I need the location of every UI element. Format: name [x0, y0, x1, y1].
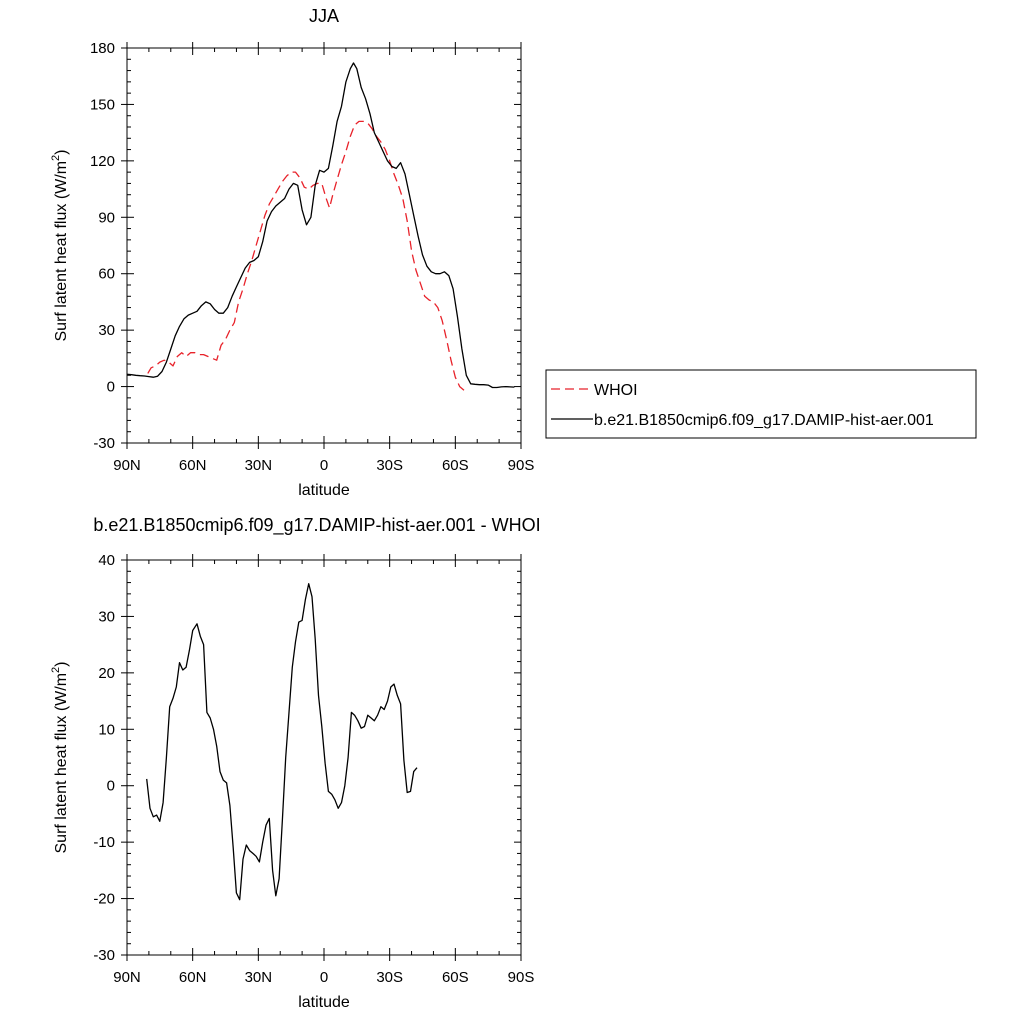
x-tick-label: 90S [508, 969, 535, 986]
y-axis-label-main: Surf latent heat flux (W/m [53, 161, 70, 342]
plot-frame [126, 47, 522, 444]
x-tick-label: 90N [113, 457, 141, 474]
x-tick-label: 90S [508, 457, 535, 474]
legend-box [545, 369, 977, 439]
y-axis-label: Surf latent heat flux (W/m2) [50, 150, 70, 342]
x-tick-label: 30S [376, 457, 403, 474]
x-tick-label: 60S [442, 457, 469, 474]
chart-title: JJA [309, 6, 339, 26]
x-axis-label: latitude [298, 482, 350, 499]
y-axis-label-superscript: 2 [50, 667, 62, 673]
y-axis-label-main: Surf latent heat flux (W/m [53, 673, 70, 854]
y-tick-label: -10 [93, 834, 115, 851]
series-line-1 [146, 583, 418, 901]
y-tick-label: 30 [98, 322, 115, 339]
y-tick-label: 40 [98, 552, 115, 569]
x-tick-label: 30N [245, 969, 273, 986]
y-tick-label: 150 [90, 96, 115, 113]
y-tick-label: -20 [93, 891, 115, 908]
series-line-1 [147, 120, 465, 391]
y-tick-label: 0 [107, 778, 115, 795]
series-line-2 [126, 62, 515, 389]
y-tick-label: 180 [90, 40, 115, 57]
y-tick-label: 0 [107, 379, 115, 396]
legend: WHOI b.e21.B1850cmip6.f09_g17.DAMIP-hist-… [545, 369, 977, 439]
legend-entry: b.e21.B1850cmip6.f09_g17.DAMIP-hist-aer.… [594, 412, 934, 429]
y-axis-label-close: ) [53, 150, 70, 155]
y-tick-label: 120 [90, 153, 115, 170]
x-tick-label: 0 [320, 457, 328, 474]
y-tick-label: 20 [98, 665, 115, 682]
chart-panel-2: b.e21.B1850cmip6.f09_g17.DAMIP-hist-aer.… [50, 515, 541, 1011]
x-tick-label: 60S [442, 969, 469, 986]
y-axis-label-superscript: 2 [50, 155, 62, 161]
x-tick-label: 30N [245, 457, 273, 474]
x-tick-label: 60N [179, 457, 207, 474]
chart-title: b.e21.B1850cmip6.f09_g17.DAMIP-hist-aer.… [93, 515, 540, 536]
x-axis-label: latitude [298, 994, 350, 1011]
y-axis-label-close: ) [53, 662, 70, 667]
x-tick-label: 60N [179, 969, 207, 986]
y-tick-label: 90 [98, 209, 115, 226]
y-axis-label: Surf latent heat flux (W/m2) [50, 662, 70, 854]
x-tick-label: 0 [320, 969, 328, 986]
x-tick-label: 90N [113, 969, 141, 986]
x-tick-label: 30S [376, 969, 403, 986]
y-tick-label: -30 [93, 947, 115, 964]
y-tick-label: 30 [98, 608, 115, 625]
y-tick-label: 60 [98, 266, 115, 283]
legend-entry: WHOI [594, 382, 638, 399]
chart-panel-1: JJA -30 0 30 60 90 120 150 180 90N 60N 30N 0 30S 60S 90… [50, 6, 977, 499]
y-tick-label: 10 [98, 721, 115, 738]
y-tick-label: -30 [93, 435, 115, 452]
